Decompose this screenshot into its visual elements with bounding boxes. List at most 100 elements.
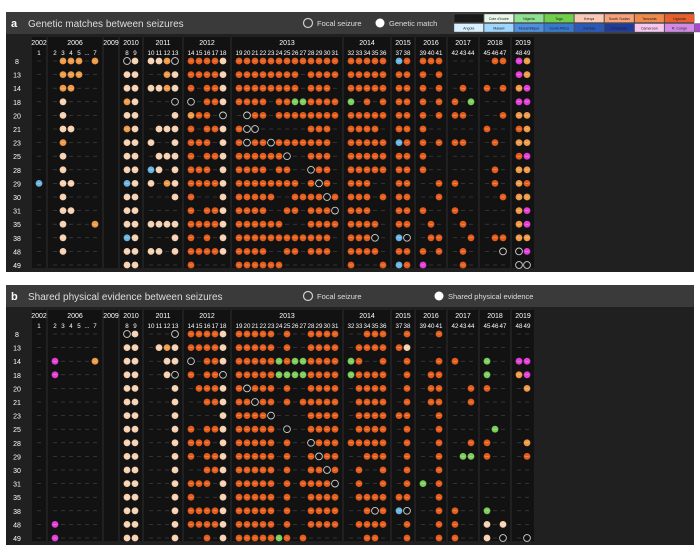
column-label: 38	[404, 323, 411, 330]
column-label: 42	[452, 50, 459, 57]
year-label: 2014	[359, 40, 375, 47]
column-label: 17	[212, 323, 219, 330]
year-block	[48, 310, 102, 541]
focal-seizure-mark	[315, 179, 323, 188]
column-label: 45	[484, 323, 491, 330]
column-label: 23	[268, 50, 275, 57]
row-label: 48	[13, 522, 21, 529]
row-label: 21	[13, 400, 21, 407]
focal-seizure-mark	[243, 138, 251, 147]
row-label: 35	[13, 495, 21, 502]
year-block	[512, 37, 534, 268]
column-label: 8	[125, 323, 129, 330]
year-label: 2009	[103, 40, 119, 47]
focal-seizure-mark	[403, 233, 411, 242]
column-label: 26	[292, 50, 299, 57]
year-label: 2019	[515, 40, 531, 47]
focal-seizure-mark	[267, 138, 275, 147]
focal-seizure-mark	[307, 165, 315, 174]
column-label: 39	[420, 323, 427, 330]
column-label: 26	[292, 323, 299, 330]
column-label: 7	[93, 50, 97, 57]
focal-seizure-mark	[219, 370, 227, 379]
focal-seizure-mark	[171, 330, 179, 338]
column-label: 27	[300, 50, 307, 57]
column-label: 45	[484, 50, 491, 57]
row-label: 48	[13, 249, 21, 256]
column-label: 36	[380, 50, 387, 57]
column-label: 29	[316, 323, 323, 330]
country-legend-label: Cote d'Ivoire	[489, 17, 509, 21]
column-label: 18	[220, 323, 227, 330]
row-label: 13	[13, 346, 21, 353]
country-legend-swatch	[604, 13, 635, 23]
column-label: 30	[324, 50, 331, 57]
year-label: 2016	[423, 40, 439, 47]
column-label: 4	[69, 323, 73, 330]
match-legend-label: Shared physical evidence	[448, 292, 533, 301]
year-block	[32, 37, 46, 268]
focal-legend-label: Focal seizure	[317, 19, 362, 28]
country-legend-label: Mozambique	[519, 27, 540, 31]
country-legend-label: Tanzania	[642, 17, 656, 21]
country-legend-label: Kenya	[584, 17, 594, 21]
column-label: 49	[524, 323, 531, 330]
panel-title: Shared physical evidence between seizure…	[28, 292, 223, 303]
year-block	[392, 310, 414, 541]
country-legend-swatch	[544, 23, 574, 33]
focal-seizure-mark	[123, 330, 131, 338]
row-label: 49	[13, 536, 21, 543]
column-label: 8	[125, 50, 129, 57]
year-label: 2016	[423, 313, 439, 320]
year-label: 2018	[487, 40, 503, 47]
column-label: 31	[332, 323, 339, 330]
column-label: 10	[148, 323, 155, 330]
column-label: 10	[148, 50, 155, 57]
column-label: 49	[524, 50, 531, 57]
column-label: 2	[53, 50, 57, 57]
column-label: 15	[196, 323, 203, 330]
country-legend-label: Uganda	[673, 17, 686, 21]
focal-seizure-mark	[307, 438, 315, 447]
year-block	[416, 310, 446, 541]
column-label: ...	[84, 323, 89, 330]
column-label: 19	[236, 323, 243, 330]
column-label: 1	[37, 50, 41, 57]
country-legend-label: South Sudan	[609, 17, 630, 21]
year-label: 2006	[67, 40, 83, 47]
focal-seizure-mark	[323, 193, 331, 201]
focal-seizure-mark	[315, 452, 323, 461]
focal-seizure-mark	[123, 57, 131, 65]
column-label: 15	[196, 50, 203, 57]
country-legend-swatch	[604, 23, 635, 33]
year-block	[480, 310, 510, 541]
focal-seizure-mark	[523, 534, 531, 542]
country-legend-label: Malawi	[493, 27, 504, 31]
column-label: 16	[204, 50, 211, 57]
row-label: 18	[13, 100, 21, 107]
column-label: 29	[316, 50, 323, 57]
column-label: 40	[428, 50, 435, 57]
focal-seizure-mark	[499, 534, 507, 542]
column-label: 36	[380, 323, 387, 330]
country-legend-swatch	[664, 13, 695, 23]
column-label: 32	[348, 50, 355, 57]
column-label: 41	[436, 50, 443, 57]
year-label: 2017	[455, 313, 471, 320]
column-label: 23	[268, 323, 275, 330]
row-label: 49	[13, 263, 21, 270]
column-label: 19	[236, 50, 243, 57]
panel-letter: a	[11, 18, 18, 30]
country-legend-swatch	[453, 23, 484, 33]
focal-seizure-mark	[515, 247, 523, 256]
column-label: 47	[500, 323, 507, 330]
focal-legend-label: Focal seizure	[317, 292, 362, 301]
focal-seizure-mark	[171, 57, 179, 65]
column-label: 33	[356, 323, 363, 330]
column-label: 4	[69, 50, 73, 57]
year-label: 2018	[487, 313, 503, 320]
year-block	[120, 310, 142, 541]
column-label: 5	[77, 323, 81, 330]
country-legend-swatch	[483, 23, 514, 33]
row-label: 23	[13, 141, 21, 148]
